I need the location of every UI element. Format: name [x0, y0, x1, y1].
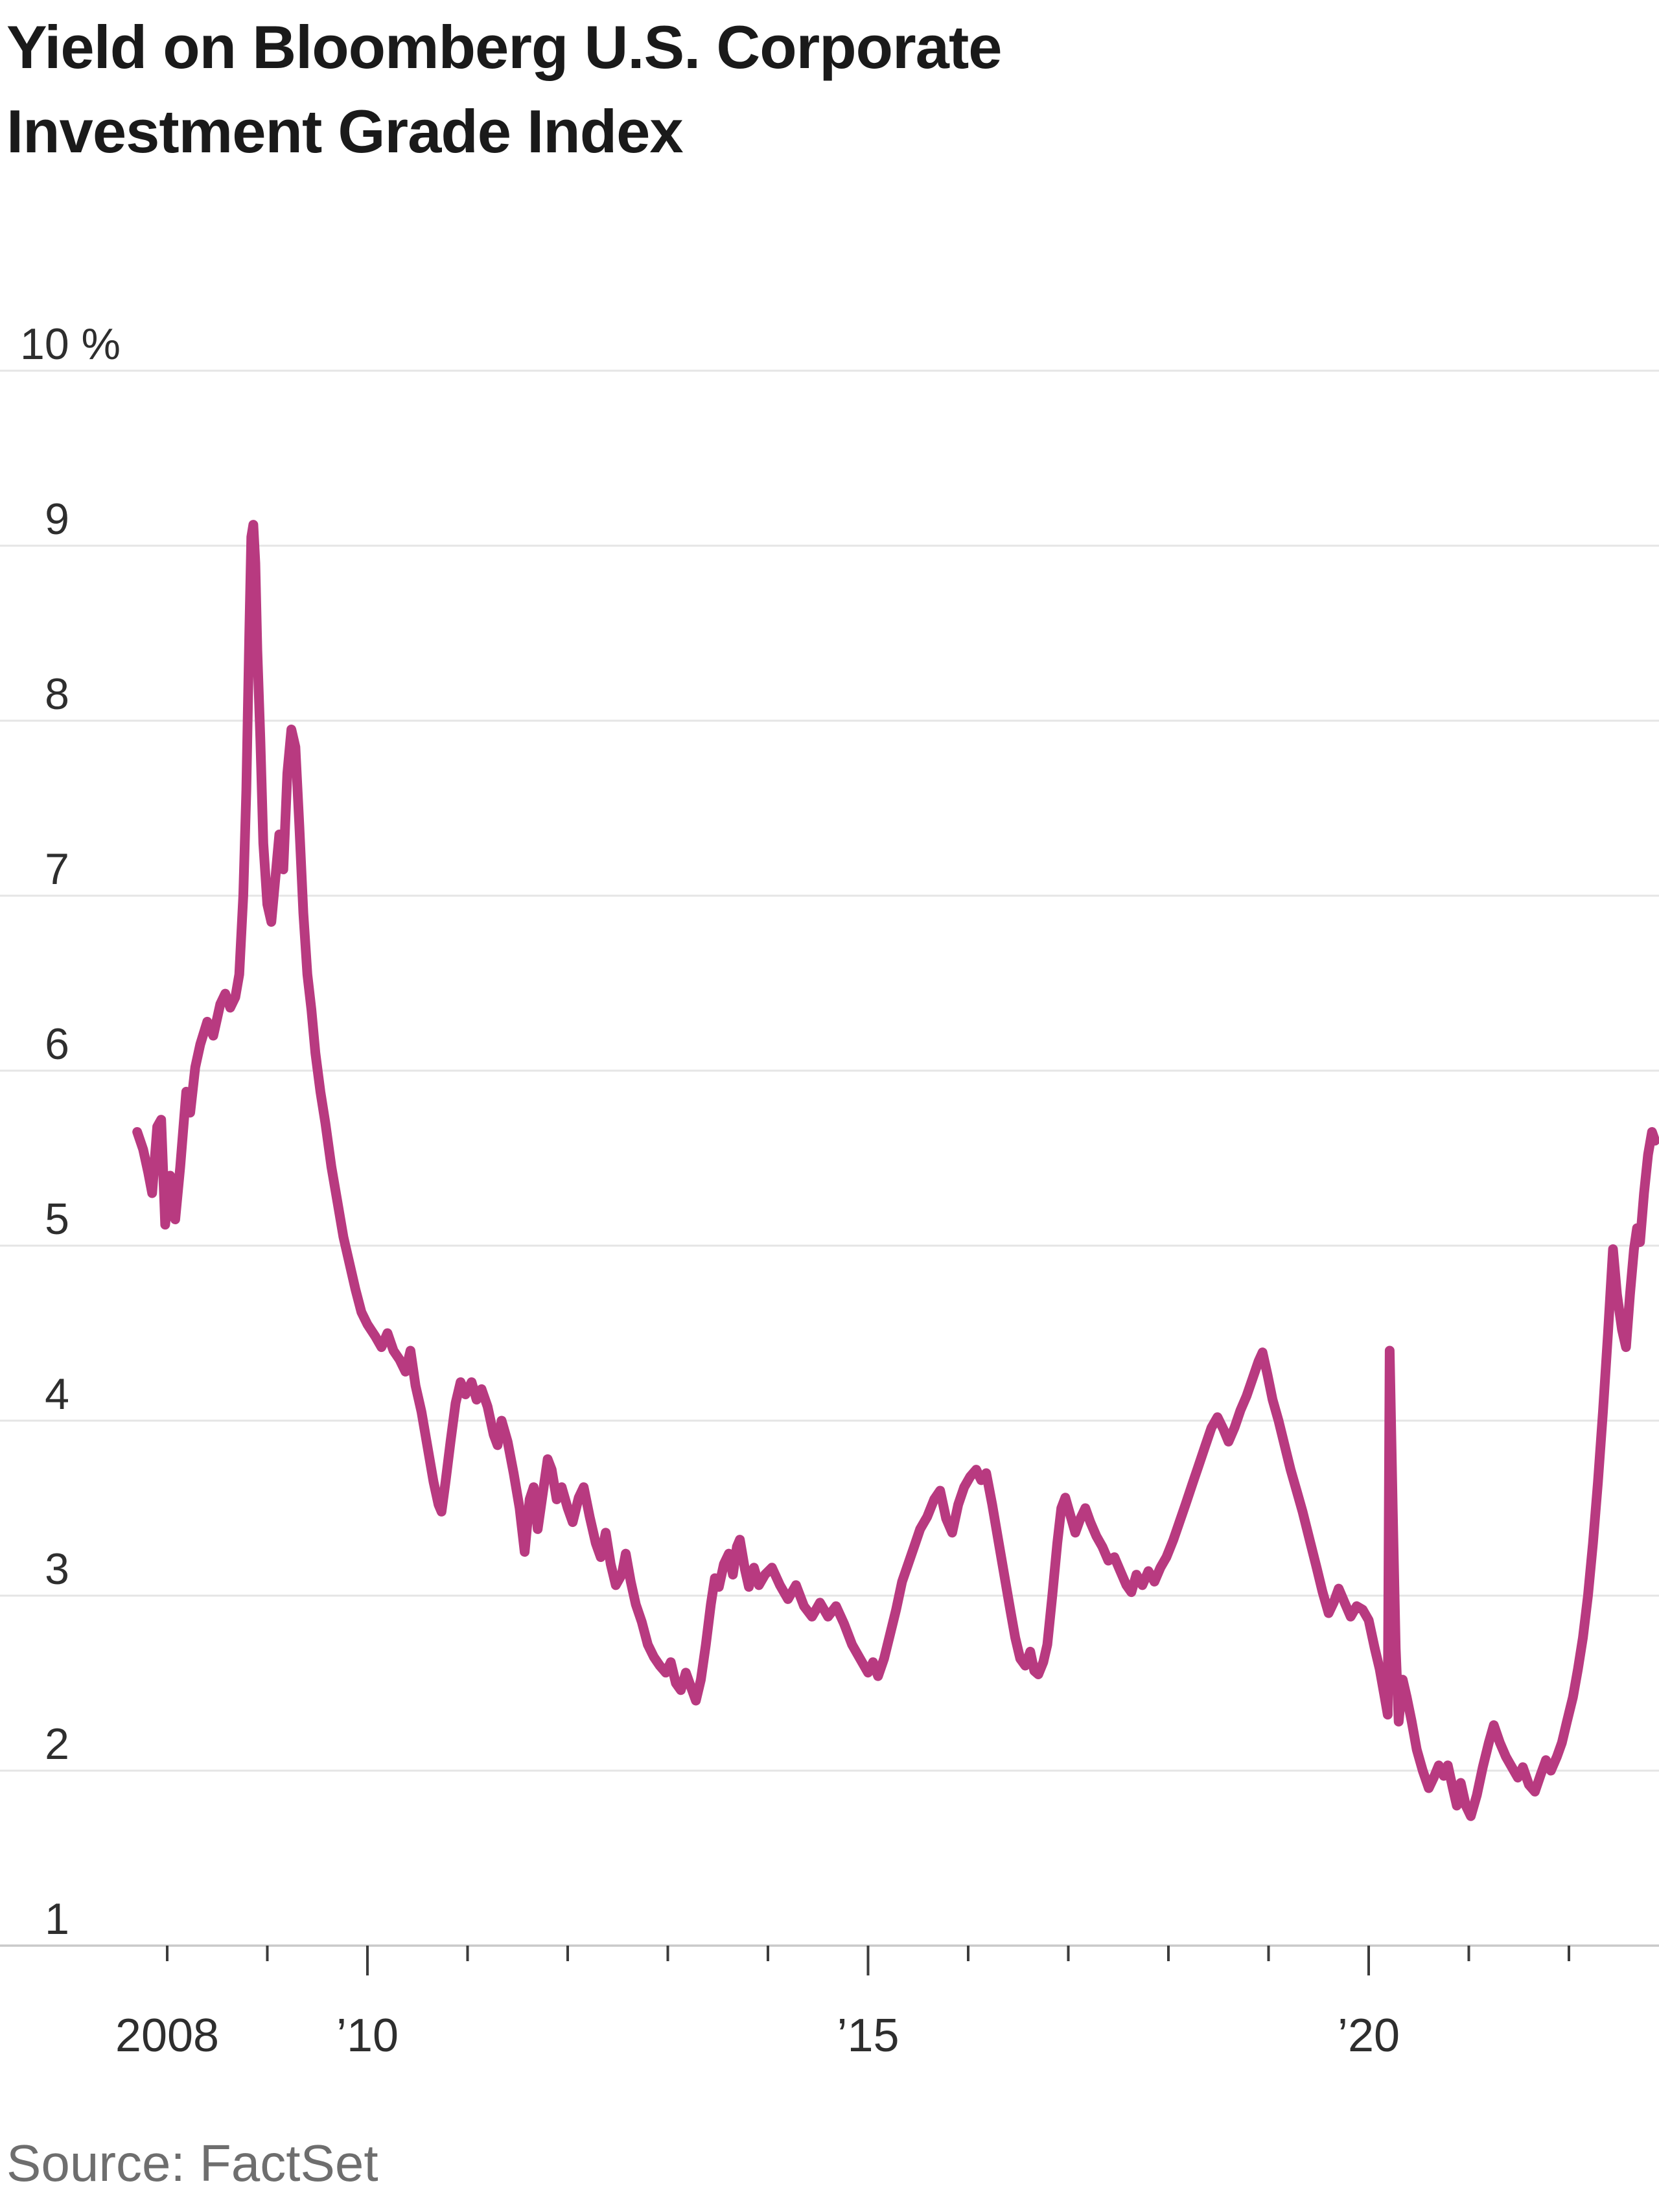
- y-tick-label: 10 %: [20, 320, 121, 369]
- y-tick-label: 9: [45, 495, 69, 544]
- y-tick-label: 1: [45, 1894, 69, 1944]
- y-tick-label: 3: [45, 1544, 69, 1594]
- chart-title-line1: Yield on Bloomberg U.S. Corporate: [6, 13, 1003, 81]
- y-tick-label: 7: [45, 844, 69, 894]
- yield-line: [132, 520, 1659, 1821]
- y-tick-label: 2: [45, 1719, 69, 1769]
- x-tick-label: ’10: [336, 2010, 399, 2062]
- source-label: Source: FactSet: [6, 2134, 378, 2192]
- chart-title-line2: Investment Grade Index: [6, 97, 684, 165]
- y-tick-label: 4: [45, 1369, 69, 1419]
- x-tick-label: 2008: [115, 2010, 219, 2062]
- y-tick-label: 6: [45, 1019, 69, 1069]
- x-tick-label: ’15: [837, 2010, 899, 2062]
- x-tick-label: ’20: [1338, 2010, 1400, 2062]
- chart-title: Yield on Bloomberg U.S. Corporate Invest…: [6, 5, 1238, 173]
- y-tick-label: 8: [45, 669, 69, 719]
- y-tick-label: 5: [45, 1194, 69, 1244]
